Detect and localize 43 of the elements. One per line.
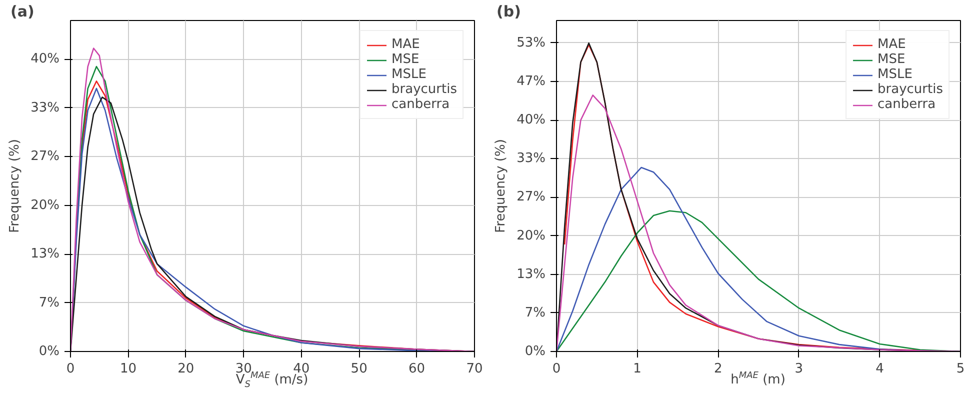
y-tick-label: 40% — [516, 112, 546, 128]
y-tick-label: 27% — [516, 190, 546, 205]
chart-title: (b) — [496, 2, 521, 20]
x-tick-label: 10 — [120, 362, 136, 376]
legend-label: MAE — [878, 37, 906, 52]
chart-title: (a) — [10, 2, 34, 20]
legend-label: braycurtis — [392, 82, 457, 97]
legend-label: MSLE — [878, 67, 912, 82]
x-tick-label: 5 — [956, 362, 965, 376]
y-tick-label: 27% — [30, 149, 60, 164]
legend-label: braycurtis — [878, 82, 943, 97]
y-axis-title: Frequency (%) — [8, 139, 23, 233]
x-tick-label: 1 — [633, 362, 642, 376]
x-tick-label: 20 — [178, 362, 194, 376]
legend-label: canberra — [878, 97, 936, 112]
x-tick-label: 0 — [552, 362, 561, 376]
x-tick-label: 3 — [794, 362, 804, 376]
legend-label: MSLE — [392, 67, 426, 82]
legend-label: canberra — [392, 97, 450, 112]
legend-label: MAE — [392, 37, 420, 52]
legend-label: MSE — [392, 52, 420, 67]
x-tick-label: 0 — [66, 362, 75, 376]
x-axis-title: h$^{MAE}$ (m) — [730, 370, 786, 388]
y-tick-label: 7% — [524, 305, 546, 320]
y-tick-label: 0% — [38, 344, 60, 359]
x-tick-label: 50 — [350, 362, 368, 376]
y-tick-label: 0% — [524, 344, 546, 359]
y-axis-title: Frequency (%) — [494, 139, 509, 233]
y-tick-label: 33% — [30, 100, 60, 116]
y-tick-label: 33% — [516, 151, 546, 166]
y-tick-label: 47% — [516, 74, 546, 89]
y-tick-label: 53% — [516, 35, 546, 50]
y-tick-label: 7% — [38, 295, 60, 310]
x-tick-label: 4 — [876, 362, 884, 376]
x-tick-label: 2 — [714, 362, 722, 376]
y-tick-label: 20% — [30, 198, 60, 213]
y-tick-label: 13% — [516, 266, 546, 282]
y-tick-label: 40% — [30, 52, 60, 67]
x-tick-label: 70 — [466, 362, 483, 376]
y-tick-label: 20% — [516, 228, 546, 244]
y-tick-label: 13% — [30, 246, 60, 262]
legend-label: MSE — [878, 52, 906, 67]
x-tick-label: 60 — [408, 362, 426, 376]
